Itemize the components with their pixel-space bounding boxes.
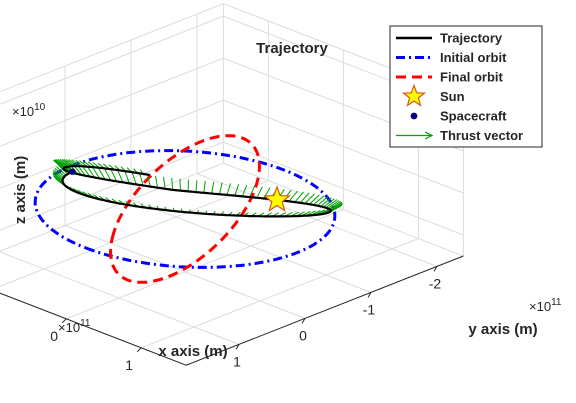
thrust-vector	[52, 170, 64, 180]
thrust-vector	[117, 170, 124, 183]
initial-orbit-line	[33, 149, 337, 269]
chart-title: Trajectory	[256, 40, 328, 57]
thrust-vector	[234, 184, 240, 196]
thrust-vector	[131, 172, 137, 185]
y-axis-label: y axis (m)	[468, 321, 537, 338]
x-tick-mark	[301, 318, 306, 324]
thrust-vector	[241, 184, 248, 197]
thrust-vector	[329, 201, 343, 211]
thrust-vector	[54, 167, 65, 177]
x-tick-label: -1	[363, 301, 376, 317]
thrust-vector	[309, 194, 320, 205]
legend-label: Trajectory	[440, 31, 503, 46]
legend-label: Spacecraft	[440, 109, 507, 124]
thrust-vector	[323, 198, 335, 208]
thrust-vector	[53, 175, 64, 184]
thrust-vector	[330, 202, 343, 211]
thrust-vector	[53, 169, 64, 179]
thrust-vector	[59, 158, 70, 167]
legend-swatch-sun	[401, 83, 427, 107]
x-tick-label: -2	[429, 275, 442, 291]
thrust-vector	[226, 183, 231, 196]
thrust-vector	[124, 171, 130, 184]
x-tick-mark	[235, 344, 240, 350]
thrust-vector	[92, 167, 101, 179]
thrust-vector	[98, 168, 106, 180]
thrust-vector	[203, 180, 206, 193]
thrust-vector	[294, 191, 304, 203]
grid-line-z	[0, 141, 464, 236]
x-tick-label: 1	[233, 353, 241, 369]
legend-label: Thrust vector	[440, 128, 523, 143]
thrust-vector	[110, 169, 118, 182]
thrust-vector	[56, 166, 67, 176]
thrust-vector	[195, 180, 198, 193]
x-tick-label: 0	[299, 327, 307, 343]
thrust-vector	[249, 185, 256, 198]
grid-line-x	[0, 251, 240, 345]
grid-line-x	[64, 66, 306, 319]
y-tick-label: 1	[125, 357, 133, 373]
thrust-vector	[86, 166, 96, 178]
legend-swatch-arrowhead	[424, 131, 434, 140]
y-tick-label: 0	[50, 328, 58, 344]
box-floor-back	[0, 162, 464, 257]
thrust-vector	[66, 159, 76, 167]
thrust-vector	[52, 173, 64, 183]
thrust-vector	[52, 172, 63, 181]
legend-swatch-spacecraft	[410, 112, 418, 120]
thrust-vector	[54, 159, 65, 168]
sun-marker	[262, 185, 292, 212]
y-tick-mark	[136, 347, 142, 353]
x-exponent: ×1011	[58, 318, 91, 335]
legend-label: Sun	[440, 89, 465, 104]
thrust-vector	[163, 176, 166, 189]
box-floor-front	[0, 255, 464, 366]
z-exponent: ×1010	[12, 102, 46, 119]
grid-line-x	[130, 40, 372, 293]
legend-box	[389, 25, 543, 148]
final-orbit-line	[109, 134, 261, 284]
data-layer	[33, 134, 343, 284]
thrust-vector	[63, 159, 74, 167]
thrust-vector	[288, 190, 298, 202]
tick-layer: -5051010-1-2-101	[50, 266, 442, 373]
legend-label: Initial orbit	[440, 50, 507, 65]
thrust-vector	[327, 200, 340, 209]
box-top-back	[0, 3, 464, 97]
thrust-vector	[53, 159, 65, 169]
z-axis-label: z axis (m)	[12, 156, 29, 224]
trajectory-line	[61, 165, 333, 218]
thrust-vector	[330, 203, 343, 212]
thrust-vector	[139, 173, 144, 186]
thrust-vector	[211, 181, 215, 194]
thrust-vector	[304, 193, 315, 204]
x-tick-mark	[367, 292, 372, 298]
y-exponent: ×1011	[529, 297, 562, 314]
thrust-vector	[57, 159, 68, 168]
grid-line-y	[141, 79, 419, 349]
thrust-vector	[81, 165, 91, 177]
thrust-vector	[325, 199, 338, 209]
thrust-vector	[316, 196, 329, 206]
thrust-vector	[147, 174, 151, 187]
thrust-vector	[256, 186, 263, 199]
thrust-vector	[218, 182, 223, 195]
thrust-vector	[104, 168, 112, 181]
thrust-vector	[299, 192, 310, 204]
y-tick-mark	[61, 318, 67, 324]
thrust-vector	[171, 177, 174, 190]
thrust-vector	[61, 158, 72, 167]
thrust-vector	[55, 159, 66, 168]
x-axis-label: x axis (m)	[158, 343, 227, 360]
x-tick-mark	[433, 266, 438, 272]
spacecraft-marker	[69, 168, 76, 175]
thrust-vector	[154, 175, 159, 188]
legend-label: Final orbit	[440, 70, 504, 85]
thrust-vector	[320, 197, 332, 207]
thrust-vector	[328, 200, 342, 210]
thrust-vector	[313, 195, 325, 206]
legend: Trajectory Initial orbit Final orbit Sun Spa…	[389, 25, 543, 148]
